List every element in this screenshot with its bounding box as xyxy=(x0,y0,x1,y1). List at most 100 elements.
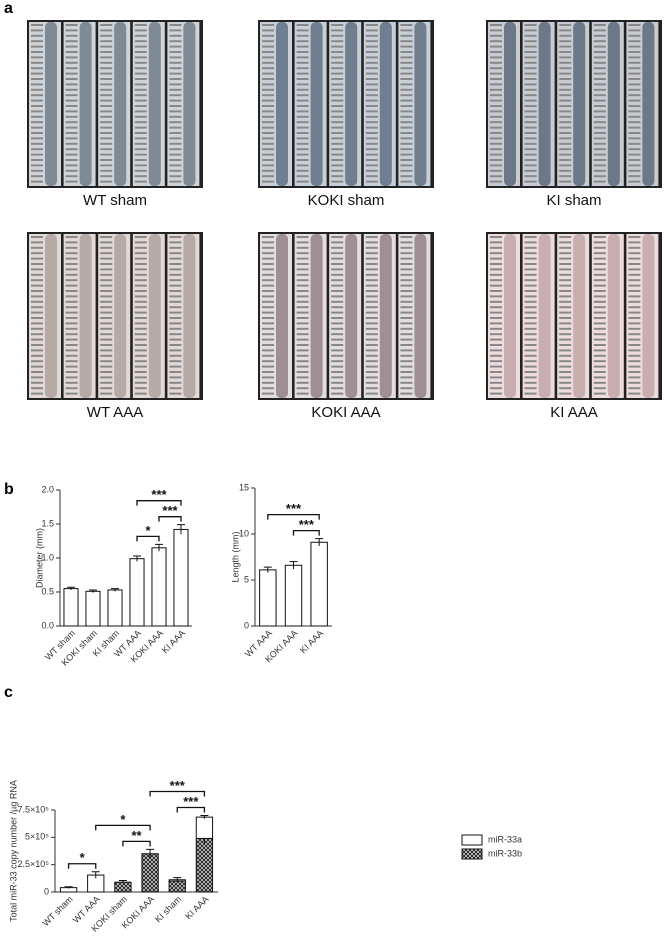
ruler-line xyxy=(331,164,344,167)
legend-label: miR-33a xyxy=(488,834,522,844)
significance-bracket xyxy=(136,500,182,506)
ruler-line xyxy=(331,180,344,183)
ruler-line xyxy=(169,284,182,287)
ruler-line xyxy=(31,99,43,102)
ruler-line xyxy=(490,344,502,346)
ruler-line xyxy=(100,29,113,32)
ruler-line xyxy=(262,306,274,309)
ruler-line xyxy=(134,72,147,75)
photo-caption: KOKI sham xyxy=(308,192,385,209)
ruler-line xyxy=(593,327,606,330)
ruler-line xyxy=(100,295,113,298)
ruler-line xyxy=(490,246,502,249)
ruler-line xyxy=(65,61,78,64)
ruler-line xyxy=(169,317,182,319)
ruler-line xyxy=(169,137,182,140)
ruler-line xyxy=(31,105,43,107)
ruler-line xyxy=(169,376,182,379)
ruler-line xyxy=(331,99,344,102)
ruler-line xyxy=(628,360,641,363)
ruler-line xyxy=(490,24,502,26)
ruler-line xyxy=(593,322,606,325)
ruler-line xyxy=(134,51,147,53)
ruler-line xyxy=(331,376,344,379)
ruler-line xyxy=(628,51,641,53)
ruler-line xyxy=(65,284,78,287)
ruler-line xyxy=(593,241,606,244)
ruler-line xyxy=(65,365,78,368)
ruler-line xyxy=(262,56,274,59)
ruler-line xyxy=(593,94,606,97)
vessel xyxy=(573,22,586,186)
ruler-line xyxy=(169,295,182,298)
ruler-line xyxy=(365,115,378,118)
ruler-line xyxy=(400,169,413,172)
ruler-line xyxy=(593,349,606,352)
ruler-line xyxy=(593,376,606,379)
ruler-line xyxy=(524,61,537,64)
ruler-line xyxy=(65,169,78,172)
ruler-line xyxy=(559,295,572,298)
ruler-line xyxy=(628,349,641,352)
ruler-line xyxy=(331,306,344,309)
ruler-line xyxy=(296,246,309,249)
error-bar xyxy=(200,814,209,819)
ruler-line xyxy=(559,126,572,129)
bar xyxy=(151,547,167,627)
ruler-line xyxy=(559,392,572,395)
ruler-line xyxy=(296,387,309,390)
ruler-line xyxy=(628,322,641,325)
y-axis-label: Total miR-33 copy number /µg RNA xyxy=(8,780,18,922)
ruler-line xyxy=(524,311,537,314)
ruler-line xyxy=(365,273,378,276)
ruler-line xyxy=(524,137,537,140)
ruler-line xyxy=(331,175,344,178)
ruler-line xyxy=(593,121,606,124)
ruler-line xyxy=(331,268,344,271)
ruler-line xyxy=(400,67,413,70)
ruler-line xyxy=(593,360,606,363)
significance-bracket xyxy=(95,824,151,831)
ruler-line xyxy=(134,115,147,118)
ruler-line xyxy=(296,142,309,145)
ruler-line xyxy=(559,83,572,86)
y-tick-label: 5×10⁵ xyxy=(25,832,49,842)
ruler-line xyxy=(365,311,378,314)
ruler-line xyxy=(31,273,43,276)
ruler-line xyxy=(169,83,182,86)
ruler-line xyxy=(559,279,572,282)
ruler-line xyxy=(524,175,537,178)
ruler-line xyxy=(100,311,113,314)
ruler-line xyxy=(262,180,274,183)
ruler-line xyxy=(559,142,572,145)
ruler-line xyxy=(134,381,147,384)
ruler-line xyxy=(31,354,43,357)
ruler-line xyxy=(169,29,182,32)
ruler-line xyxy=(134,24,147,26)
ruler-line xyxy=(559,306,572,309)
ruler-line xyxy=(365,338,378,341)
ruler-line xyxy=(559,110,572,113)
y-tick-label: 2.0 xyxy=(41,484,54,494)
ruler-line xyxy=(365,354,378,357)
ruler-line xyxy=(559,338,572,341)
ruler-line xyxy=(628,110,641,113)
ruler-line xyxy=(365,344,378,346)
ruler-line xyxy=(593,67,606,70)
ruler-line xyxy=(134,169,147,172)
ruler-line xyxy=(365,387,378,390)
ruler-line xyxy=(65,34,78,37)
significance-label: *** xyxy=(299,517,315,532)
ruler-line xyxy=(400,273,413,276)
ruler-line xyxy=(593,142,606,145)
ruler-line xyxy=(100,257,113,260)
ruler-line xyxy=(628,67,641,70)
ruler-line xyxy=(365,180,378,183)
ruler-line xyxy=(100,110,113,113)
ruler-line xyxy=(331,290,344,292)
ruler-line xyxy=(628,121,641,124)
ruler-line xyxy=(31,246,43,249)
ruler-line xyxy=(262,322,274,325)
ruler-line xyxy=(262,24,274,26)
ruler-line xyxy=(593,311,606,314)
